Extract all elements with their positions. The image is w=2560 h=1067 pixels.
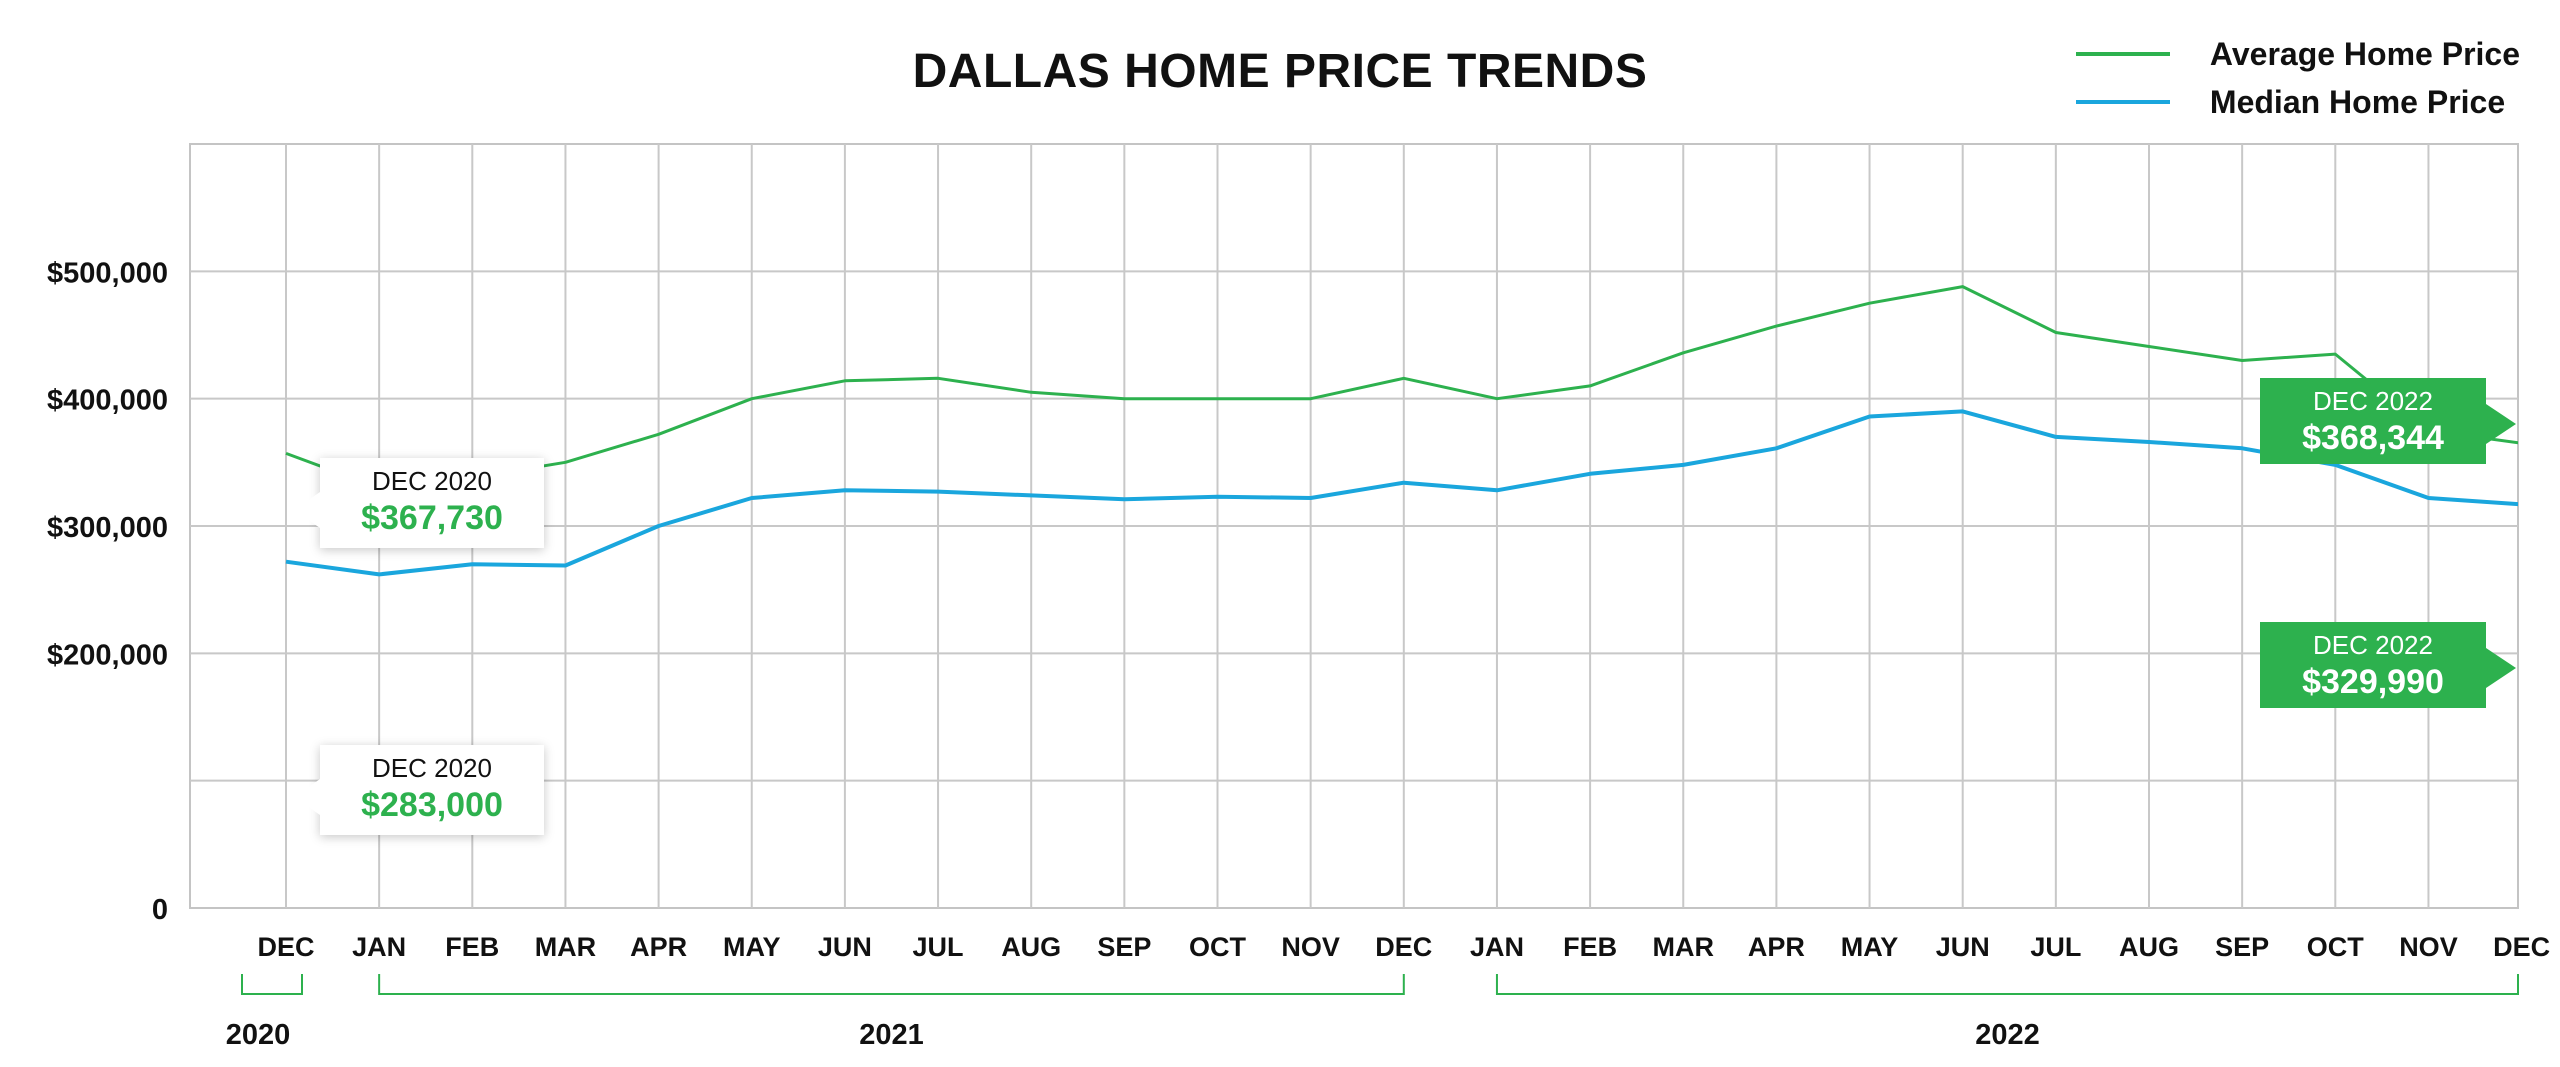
callout-pointer bbox=[2486, 404, 2516, 444]
callout-date: DEC 2020 bbox=[372, 466, 492, 496]
year-bracket bbox=[1495, 974, 2519, 995]
callout-value: $367,730 bbox=[361, 499, 503, 537]
legend-item-median: Median Home Price bbox=[2075, 78, 2520, 126]
legend-swatch-average bbox=[2075, 52, 2170, 56]
series-line-average bbox=[285, 285, 2518, 490]
y-tick-label: $500,000 bbox=[47, 257, 168, 289]
legend-label-average: Average Home Price bbox=[2209, 35, 2520, 72]
x-tick-label: JAN bbox=[1470, 932, 1524, 962]
y-tick-label: 0 bbox=[152, 894, 168, 926]
x-tick-label: SEP bbox=[2215, 932, 2269, 962]
callout-median-end: DEC 2022 $329,990 bbox=[2260, 622, 2516, 708]
callout-date: DEC 2022 bbox=[2313, 630, 2433, 660]
x-tick-label: MAY bbox=[723, 932, 781, 962]
legend-swatch-median bbox=[2075, 100, 2170, 104]
callout-value: $283,000 bbox=[361, 786, 503, 824]
x-tick-label: JUN bbox=[818, 932, 872, 962]
x-tick-label: MAR bbox=[1653, 932, 1715, 962]
callout-value: $368,344 bbox=[2302, 419, 2444, 457]
x-tick-label: SEP bbox=[1097, 932, 1151, 962]
x-tick-label: FEB bbox=[445, 932, 499, 962]
legend: Average Home Price Median Home Price bbox=[2075, 30, 2520, 126]
chart-title: DALLAS HOME PRICE TRENDS bbox=[912, 45, 1648, 98]
year-label: 2020 bbox=[226, 1019, 291, 1051]
callout-avg-start: DEC 2020 $367,730 bbox=[294, 458, 544, 548]
callout-pointer bbox=[294, 492, 320, 528]
year-bracket bbox=[241, 974, 303, 995]
x-tick-label: DEC bbox=[2493, 932, 2550, 962]
x-tick-label: JUN bbox=[1936, 932, 1990, 962]
x-tick-label: DEC bbox=[1375, 932, 1432, 962]
x-tick-label: JUL bbox=[913, 932, 964, 962]
x-tick-label: DEC bbox=[257, 932, 314, 962]
x-tick-label: FEB bbox=[1563, 932, 1617, 962]
year-label: 2022 bbox=[1975, 1019, 2040, 1051]
x-tick-label: JAN bbox=[352, 932, 406, 962]
x-tick-label: NOV bbox=[2399, 932, 2458, 962]
callout-pointer bbox=[2486, 648, 2516, 688]
callout-value: $329,990 bbox=[2302, 663, 2444, 701]
year-label: 2021 bbox=[859, 1019, 924, 1051]
x-tick-label: MAR bbox=[535, 932, 597, 962]
x-tick-label: AUG bbox=[2119, 932, 2179, 962]
series-line-median bbox=[285, 409, 2518, 577]
x-tick-label: AUG bbox=[1001, 932, 1061, 962]
callout-avg-end: DEC 2022 $368,344 bbox=[2260, 378, 2516, 464]
callout-pointer bbox=[294, 779, 320, 815]
y-tick-label: $200,000 bbox=[47, 639, 168, 671]
x-tick-label: OCT bbox=[1189, 932, 1247, 962]
x-tick-label: APR bbox=[1748, 932, 1805, 962]
legend-label-median: Median Home Price bbox=[2209, 83, 2506, 120]
legend-item-average: Average Home Price bbox=[2075, 30, 2520, 78]
x-tick-label: OCT bbox=[2307, 932, 2365, 962]
callout-median-start: DEC 2020 $283,000 bbox=[294, 745, 544, 835]
x-tick-label: MAY bbox=[1841, 932, 1899, 962]
y-tick-label: $400,000 bbox=[47, 385, 168, 417]
callout-date: DEC 2022 bbox=[2313, 386, 2433, 416]
y-tick-label: $300,000 bbox=[47, 512, 168, 544]
x-tick-label: APR bbox=[630, 932, 687, 962]
x-tick-label: NOV bbox=[1281, 932, 1340, 962]
callout-date: DEC 2020 bbox=[372, 753, 492, 783]
year-bracket bbox=[378, 974, 1405, 995]
x-tick-label: JUL bbox=[2030, 932, 2081, 962]
